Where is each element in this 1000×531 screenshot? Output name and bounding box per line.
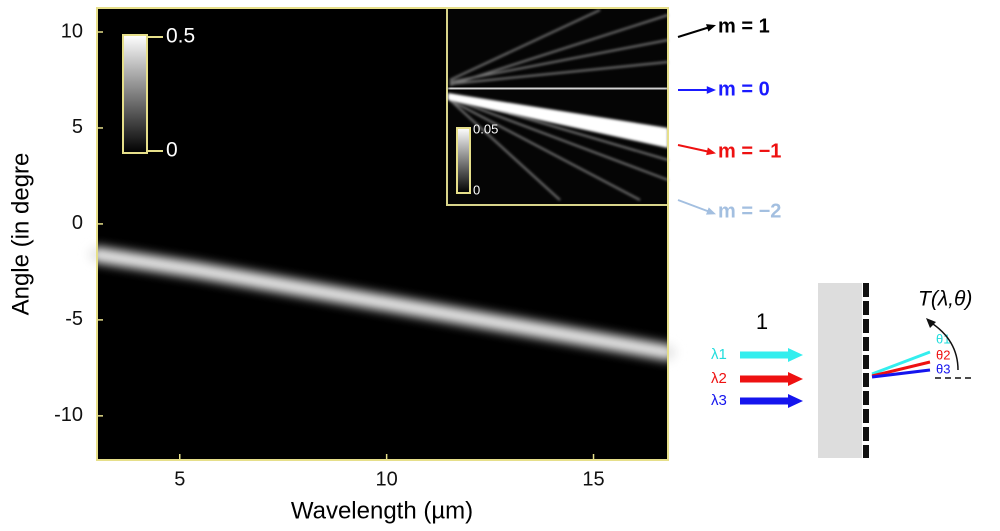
arrow-head [706,24,716,31]
page: Wavelength (µm) Angle (in degre 1 λ1 λ2 … [0,0,1000,531]
substrate [818,283,862,458]
inset-streak [448,88,668,89]
output-label: θ2 [936,347,950,362]
y-axis-label: Angle (in degre [7,153,34,316]
input-label: λ2 [711,370,727,387]
colorbar-label: 0 [473,182,480,197]
y-tick-label: 0 [72,212,83,234]
y-tick-label: 10 [61,20,83,42]
arrow-head [707,86,716,94]
input-label: λ1 [711,346,727,363]
input-label: λ3 [711,392,727,409]
inset-colorbar [457,128,470,193]
colorbar-label: 0.5 [166,25,195,48]
figure: Wavelength (µm) Angle (in degre 1 λ1 λ2 … [0,0,1000,531]
order-label: m = 1 [718,15,770,37]
colorbar [123,35,147,153]
arrow-head [706,148,716,156]
schematic: 1 λ1 λ2 λ3 θ1 θ2 θ3 T(λ,θ) [705,283,975,458]
order-label: m = 0 [718,78,770,100]
x-tick-label: 10 [376,468,398,490]
inset [447,8,668,205]
colorbar-label: 0.05 [473,121,498,136]
x-axis-label: Wavelength (µm) [291,497,473,524]
colorbar-label: 0 [166,139,178,162]
order-arrow [678,145,710,152]
output-label: θ3 [936,361,950,376]
y-tick-label: -5 [65,308,83,330]
x-tick-label: 5 [174,468,185,490]
region-label: 1 [756,309,768,334]
order-label: m = −1 [718,140,781,162]
x-tick-label: 15 [582,468,604,490]
order-label: m = −2 [718,200,781,222]
order-arrow [678,200,710,212]
arrow-head [706,207,716,214]
y-tick-label: -10 [54,404,83,426]
transmission-label: T(λ,θ) [918,288,972,311]
y-tick-label: 5 [72,116,83,138]
order-arrow [678,27,710,37]
